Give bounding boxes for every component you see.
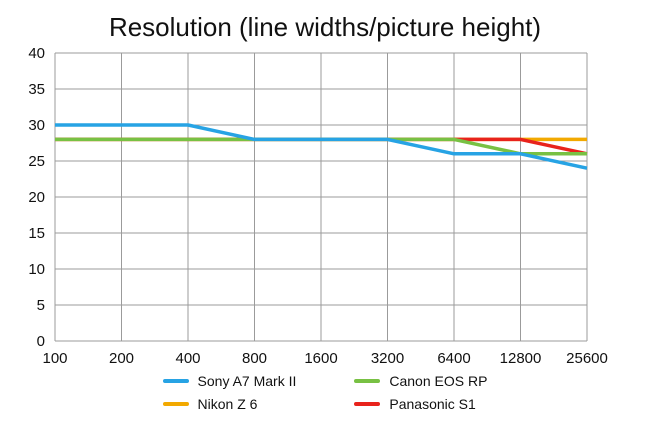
x-axis-tick-label: 6400	[437, 350, 470, 367]
resolution-line-chart: 0 5 10 15 20 25 30 35 40 100 200 400 800 1600 3200 6400…	[28, 45, 608, 367]
legend-item-canon-eos-rp: Canon EOS RP	[354, 373, 487, 389]
chart-title: Resolution (line widths/picture height)	[108, 12, 542, 42]
y-axis-tick-label: 30	[28, 117, 45, 134]
legend-swatch-icon	[162, 402, 189, 406]
y-axis-tick-label: 20	[28, 189, 45, 206]
legend-item-panasonic-s1: Panasonic S1	[354, 396, 487, 412]
x-axis-tick-label: 1600	[304, 350, 337, 367]
legend-item-sony-a7-mark-ii: Sony A7 Mark II	[162, 373, 297, 389]
chart-legend: Sony A7 Mark II Canon EOS RP Nikon Z 6 Pana…	[162, 373, 487, 412]
x-axis-tick-label: 3200	[371, 350, 404, 367]
x-axis-tick-label: 12800	[500, 350, 542, 367]
legend-swatch-icon	[162, 379, 189, 383]
x-axis-tick-label: 100	[42, 350, 67, 367]
legend-label: Panasonic S1	[389, 396, 476, 412]
series-line-sony-a7-mark-ii	[55, 123, 588, 170]
legend-label: Canon EOS RP	[389, 373, 488, 389]
x-axis-tick-label: 400	[175, 350, 200, 367]
x-axis-tick-label: 800	[242, 350, 267, 367]
legend-swatch-icon	[354, 379, 381, 383]
y-axis-tick-label: 5	[37, 297, 45, 314]
y-axis-tick-label: 25	[28, 153, 45, 170]
x-axis-tick-label: 25600	[566, 350, 608, 367]
y-axis-tick-label: 40	[28, 45, 45, 62]
legend-label: Sony A7 Mark II	[197, 373, 297, 389]
x-axis-tick-label: 200	[109, 350, 134, 367]
y-axis-tick-label: 15	[28, 225, 45, 242]
y-axis-tick-label: 0	[37, 333, 45, 350]
legend-item-nikon-z-6: Nikon Z 6	[162, 396, 297, 412]
legend-swatch-icon	[354, 402, 381, 406]
legend-label: Nikon Z 6	[197, 396, 258, 412]
y-axis-tick-label: 35	[28, 81, 45, 98]
y-axis-tick-label: 10	[28, 261, 45, 278]
